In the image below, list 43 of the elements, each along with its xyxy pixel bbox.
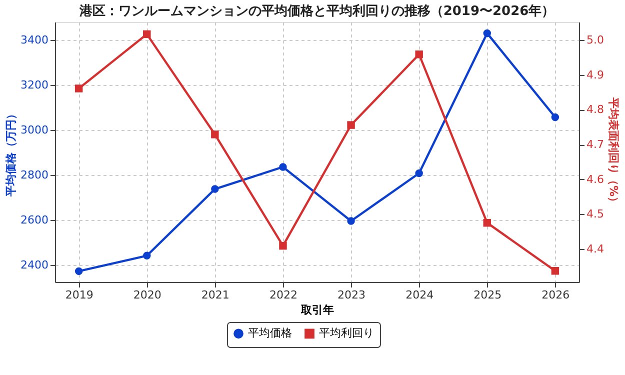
x-tick-label: 2023 xyxy=(338,288,366,302)
y-axis-title: 平均価格（万円） xyxy=(4,108,18,198)
legend-label: 平均利回り xyxy=(319,326,374,340)
y2-tick-label: 4.4 xyxy=(586,242,604,256)
y2-tick-label: 4.6 xyxy=(586,172,604,186)
x-tick-label: 2022 xyxy=(269,288,298,302)
x-tick-label: 2019 xyxy=(65,288,94,302)
y-tick-label: 3400 xyxy=(20,34,48,47)
point xyxy=(211,130,219,138)
x-tick-label: 2026 xyxy=(542,288,570,302)
y2-tick-label: 5.0 xyxy=(586,34,604,47)
point xyxy=(211,185,219,193)
x-tick-label: 2025 xyxy=(474,288,502,302)
point xyxy=(551,266,560,275)
x-tick-label: 2021 xyxy=(201,288,230,302)
point xyxy=(142,30,151,38)
y-tick-label: 2600 xyxy=(20,214,48,227)
y-tick-label: 3200 xyxy=(20,78,48,92)
point xyxy=(279,163,287,171)
point xyxy=(415,169,423,178)
y2-tick-label: 4.7 xyxy=(586,138,604,152)
y2-tick-label: 4.8 xyxy=(586,103,604,116)
y2-axis-title: 平均表面利回り（%） xyxy=(606,96,620,208)
point xyxy=(142,252,151,260)
point xyxy=(74,84,83,92)
y-tick-label: 2800 xyxy=(20,168,48,182)
point xyxy=(551,113,560,122)
legend-label: 平均価格 xyxy=(248,326,292,340)
y-tick-label: 3000 xyxy=(20,124,48,137)
y-tick-label: 2400 xyxy=(20,258,48,272)
x-tick-label: 2024 xyxy=(406,288,434,302)
point xyxy=(74,267,83,276)
y2-tick-label: 4.9 xyxy=(586,68,604,82)
x-tick-label: 2020 xyxy=(133,288,162,302)
point xyxy=(347,121,355,129)
point xyxy=(347,217,355,225)
point xyxy=(483,29,492,38)
x-axis-title: 取引年 xyxy=(300,304,334,316)
point xyxy=(483,218,492,227)
point xyxy=(415,50,423,58)
chart-title: 港区：ワンルームマンションの平均価格と平均利回りの推移（2019〜2026年） xyxy=(78,3,555,19)
point xyxy=(279,242,287,250)
y2-tick-label: 4.5 xyxy=(586,208,604,221)
